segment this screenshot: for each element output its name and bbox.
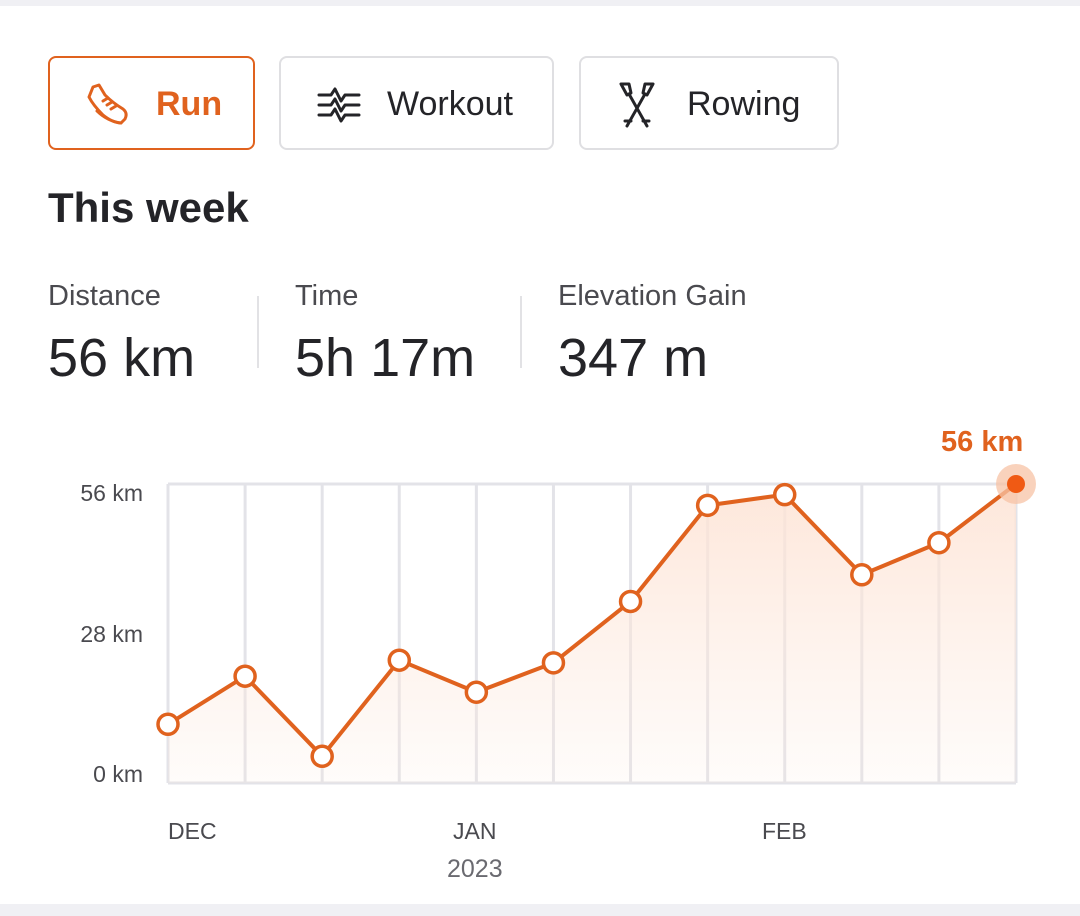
highlight-data-point[interactable] (1007, 475, 1025, 493)
year-label: 2023 (447, 855, 503, 883)
tab-workout-label: Workout (387, 85, 513, 123)
rowing-oars-icon (619, 82, 655, 128)
tab-rowing-label: Rowing (687, 85, 801, 123)
stat-distance: Distance 56 km (48, 278, 195, 390)
stat-distance-value: 56 km (48, 328, 196, 388)
data-point[interactable] (387, 648, 412, 672)
y-tick-56: 56 km (80, 480, 143, 506)
stat-elevation-value: 347 m (558, 328, 709, 388)
running-shoe-icon (87, 83, 128, 125)
stat-divider (257, 296, 259, 368)
top-divider-band (0, 0, 1080, 6)
data-point[interactable] (156, 712, 180, 737)
x-tick-dec: DEC (168, 818, 217, 844)
chart-line (166, 482, 1018, 759)
y-tick-0: 0 km (93, 761, 143, 787)
data-point[interactable] (464, 680, 489, 704)
data-point[interactable] (618, 589, 643, 614)
data-point[interactable] (695, 493, 720, 518)
stat-time-value: 5h 17m (295, 328, 476, 388)
data-point[interactable] (850, 563, 874, 587)
workout-waves-icon (317, 87, 361, 123)
tab-run[interactable]: Run (48, 56, 255, 150)
y-tick-28: 28 km (80, 621, 143, 647)
stat-elevation: Elevation Gain 347 m (558, 278, 747, 390)
data-point[interactable] (772, 482, 797, 507)
tab-run-label: Run (156, 85, 223, 123)
bottom-divider-band (0, 904, 1080, 916)
chart-points (156, 464, 1036, 769)
stat-time: Time 5h 17m (295, 278, 475, 390)
weekly-distance-chart[interactable]: 56 km 28 km 0 km DEC JAN FEB 2023 56 km (0, 400, 1080, 900)
chart-plot[interactable] (0, 400, 1080, 900)
x-tick-feb: FEB (762, 818, 807, 844)
section-title: This week (48, 184, 249, 231)
data-point[interactable] (541, 651, 566, 675)
stat-elevation-label: Elevation Gain (558, 280, 747, 312)
tab-rowing[interactable]: Rowing (579, 56, 839, 150)
stat-distance-label: Distance (48, 280, 161, 312)
stat-time-label: Time (295, 280, 359, 312)
data-point[interactable] (233, 664, 257, 688)
highlight-value-label: 56 km (941, 426, 1024, 458)
data-point[interactable] (927, 530, 951, 555)
tab-workout[interactable]: Workout (279, 56, 554, 150)
x-tick-jan: JAN (453, 818, 497, 844)
data-point[interactable] (310, 744, 334, 769)
stat-divider (520, 296, 522, 368)
